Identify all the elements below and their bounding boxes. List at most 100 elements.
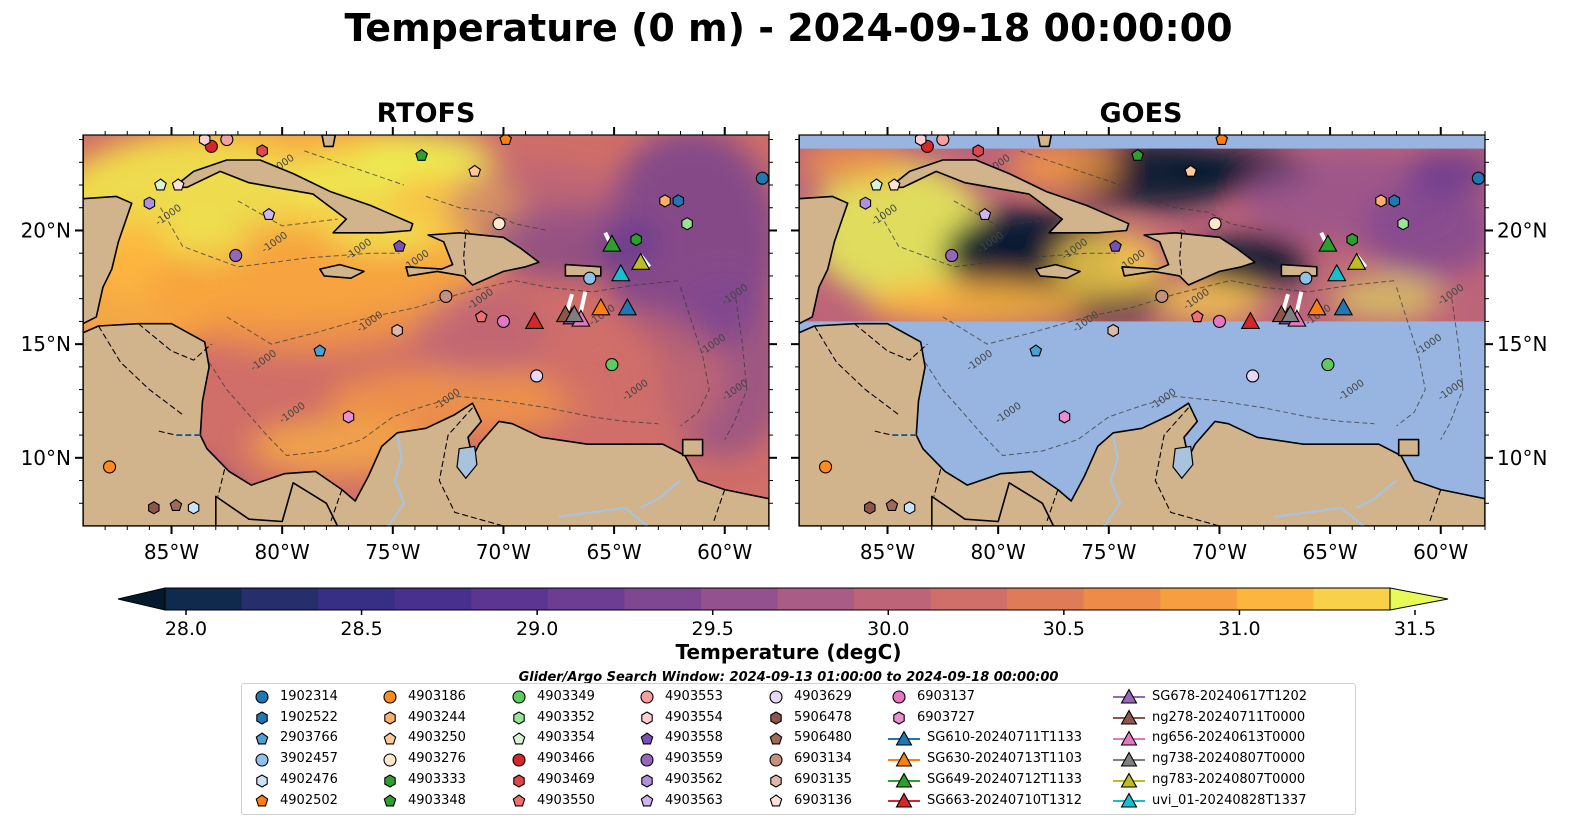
legend-marker: [769, 794, 783, 807]
legend-marker: [893, 711, 905, 725]
river: [1274, 506, 1364, 526]
legend-label: 4903558: [665, 730, 723, 746]
country-border: [933, 469, 942, 497]
landmass-yucatan: [83, 135, 133, 325]
legend-label: SG630-20240713T1103: [927, 751, 1083, 767]
legend-label: 4903250: [408, 730, 466, 746]
legend-item: 2903766: [250, 728, 338, 749]
colorbar-bin: [1007, 588, 1085, 610]
legend-item: SG663-20240710T1312: [887, 790, 1082, 811]
legend-item: 4903553: [635, 686, 723, 707]
colorbar-bin: [624, 588, 702, 610]
legend-marker: [888, 792, 920, 808]
legend-marker-hexagon: [513, 773, 525, 788]
legend-item: ng656-20240613T0000: [1112, 728, 1307, 749]
platform-4903550: [474, 310, 488, 323]
colorbar-bin: [318, 588, 396, 610]
temperature-patch: [810, 162, 988, 299]
colorbar-bin: [854, 588, 932, 610]
contour-line: [237, 200, 338, 227]
platform-4903553: [936, 135, 950, 147]
platform-4903354: [870, 178, 883, 191]
platform-SG610-20240711T1133: [617, 297, 638, 316]
country-border: [1429, 489, 1442, 522]
legend-item: 4903563: [635, 790, 723, 811]
colorbar-bin: [930, 588, 1008, 610]
colorbar-bin: [471, 588, 549, 610]
platform-6903137: [1212, 314, 1227, 328]
legend-item: 4903559: [635, 748, 723, 769]
legend-label: ng278-20240711T0000: [1152, 709, 1306, 725]
lon-tick-label: 65°W: [586, 540, 641, 564]
legend-marker-triangle-line: [1120, 792, 1138, 808]
platform-4903563: [978, 207, 992, 220]
legend-item: 3902457: [250, 748, 338, 769]
legend-marker: [770, 711, 782, 725]
legend-marker-pentagon: [383, 794, 397, 807]
legend-label: ng783-20240807T0000: [1152, 772, 1306, 788]
legend-item: SG630-20240713T1103: [887, 748, 1082, 769]
lon-tick-label: 60°W: [697, 540, 752, 564]
legend-label: 6903136: [794, 792, 852, 808]
legend-label: 4903629: [794, 688, 852, 704]
landmass-yucatan: [799, 135, 849, 325]
legend-item: 1902314: [250, 686, 338, 707]
platform-1902314: [1471, 171, 1485, 185]
platform-4903554: [914, 135, 927, 147]
platform-4903352: [1397, 217, 1409, 231]
legend-label: SG610-20240711T1133: [927, 730, 1083, 746]
platform-1902522: [672, 194, 685, 208]
platform-4903559: [229, 248, 243, 263]
colorbar-label: Temperature (degC): [675, 640, 902, 664]
contour-line: [204, 355, 659, 457]
temperature-patch: [448, 162, 626, 254]
legend-marker-circle: [640, 753, 654, 767]
platform-6903727: [1058, 410, 1071, 424]
legend-marker: [255, 794, 269, 807]
legend-marker: [641, 773, 653, 788]
legend-label: SG678-20240617T1202: [1152, 688, 1308, 704]
legend-marker-triangle-line: [895, 751, 913, 767]
platform-6903136: [887, 178, 901, 191]
lon-tick-label: 65°W: [1302, 540, 1357, 564]
legend-item: SG649-20240712T1133: [887, 769, 1082, 790]
legend-item: 6903136: [764, 790, 852, 811]
lake-maracaibo: [1172, 445, 1194, 480]
legend-item: 4903250: [378, 728, 466, 749]
platform-1902522: [1388, 194, 1401, 208]
platform-6903727: [342, 410, 355, 424]
legend-column: 4903186 4903244 4903250 4903276 4903333 49033…: [378, 686, 466, 811]
legend-label: 5906478: [794, 709, 852, 725]
colorbar-tick-label: 30.5: [1043, 618, 1085, 640]
legend-label: 6903134: [794, 751, 852, 767]
platform-SG610-20240711T1133: [1333, 297, 1354, 316]
legend-item: 4903352: [507, 707, 595, 728]
country-border: [98, 325, 183, 416]
contour-line: [226, 279, 681, 345]
legend-marker: [1113, 792, 1145, 808]
platform-markers: [819, 135, 1485, 515]
landmass-panama_pac: [215, 481, 339, 526]
lon-tick-label: 80°W: [971, 540, 1026, 564]
axis-ticks: [75, 127, 777, 534]
legend-marker-pentagon: [512, 732, 526, 745]
legend-label: 4903276: [408, 751, 466, 767]
landmass-puertorico: [564, 263, 602, 277]
legend-label: 4903354: [537, 730, 595, 746]
country-border: [463, 232, 467, 276]
contour-line: [1396, 287, 1426, 427]
colorbar-tick-label: 28.0: [165, 618, 207, 640]
platform-4903629: [1246, 369, 1260, 383]
temperature-patch: [799, 148, 910, 186]
platform-4903186: [819, 460, 833, 474]
platform-5906478: [864, 501, 876, 515]
colorbar-bin: [1083, 588, 1161, 610]
legend-marker-circle: [255, 753, 269, 767]
colorbar-bin: [241, 588, 319, 610]
river: [1103, 434, 1122, 526]
platform-4903333: [630, 232, 642, 247]
axis-ticks: [791, 127, 1493, 534]
legend-item: 6903727: [887, 707, 1082, 728]
landmass-cuba: [172, 159, 414, 234]
legend-item: 1902522: [250, 707, 338, 728]
